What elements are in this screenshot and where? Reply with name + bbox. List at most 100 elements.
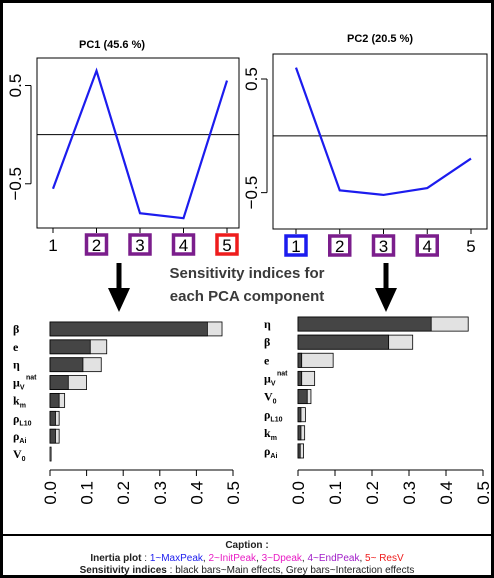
pc2-x-tick-label-2: 2 — [335, 237, 344, 256]
si_left-x-tick-label-1: 0.1 — [78, 481, 97, 505]
caption-item-7: , — [359, 553, 365, 564]
pc2-inertia-plot: PC2 (20.5 %) 0.5 −0.5 1 2 3 4 5 — [242, 33, 488, 257]
si_left-main-bar-1 — [49, 339, 91, 355]
si_right-x-tick-label-0: 0.0 — [289, 481, 308, 505]
caption-item-1: , — [203, 553, 209, 564]
arrow-left — [108, 263, 130, 312]
si_right-x-tick-label-5: 0.5 — [474, 481, 493, 505]
pc1-title: PC1 (45.6 %) — [79, 39, 145, 51]
pc2-tick-box-1 — [284, 234, 308, 257]
si_left-bar-label-4: km — [13, 393, 26, 409]
si_left-bar-label-3: μV — [13, 376, 25, 392]
pc2-y-tick-label-1: −0.5 — [242, 176, 261, 210]
si_right-main-bar-5 — [297, 407, 302, 423]
pc1-inertia-plot: PC1 (45.6 %) 0.5 −0.5 1 2 3 4 5 — [6, 39, 240, 256]
caption-title: Caption : — [225, 540, 268, 551]
pc1-x-tick-label-2: 2 — [92, 236, 101, 255]
si_left-bar-label-5: ρL10 — [13, 411, 32, 427]
caption-inertia-label: Inertia plot — [90, 553, 142, 564]
pc2-plot-frame — [272, 53, 488, 230]
si_left-bar-label-6: ρAi — [13, 429, 26, 445]
si_left-bar-label-0: β — [13, 322, 19, 336]
middle-text-line2: each PCA component — [170, 288, 324, 305]
si_left-total-bar-7 — [49, 446, 52, 462]
pc2-x-tick-label-5: 5 — [466, 237, 475, 256]
si_right-main-bar-7 — [297, 443, 301, 459]
pc2-tick-box-2 — [328, 234, 352, 257]
si_left-main-bar-3 — [49, 375, 69, 390]
si_left-x-tick-label-2: 0.2 — [114, 481, 133, 505]
si_right-bar-sup-3: nat — [277, 370, 288, 377]
pc2-x-tick-label-4: 4 — [423, 237, 432, 256]
caption-item-4: 3~Dpeak — [262, 553, 303, 564]
caption-inertia-sep: : — [141, 553, 149, 564]
si_right-main-bar-1 — [297, 334, 390, 350]
caption: Caption : Inertia plot : 1~MaxPeak, 2~In… — [80, 540, 415, 576]
pc1-tick-box-3 — [128, 233, 152, 256]
si_left-main-bar-2 — [49, 357, 84, 373]
si_right-main-bar-6 — [297, 425, 302, 441]
si_left-main-bar-5 — [49, 410, 56, 426]
si_right-x-tick-label-2: 0.2 — [363, 481, 382, 505]
pc2-x-tick-label-1: 1 — [291, 237, 300, 256]
si_right-x-tick-label-4: 0.4 — [437, 481, 456, 505]
pc1-x-tick-label-3: 3 — [135, 236, 144, 255]
si_left-x-tick-label-5: 0.5 — [224, 481, 243, 505]
si_right-bar-label-0: η — [264, 317, 271, 331]
caption-sensitivity-label: Sensitivity indices — [80, 565, 168, 576]
caption-item-3: , — [256, 553, 262, 564]
pc2-tick-box-3 — [371, 234, 396, 257]
si_right-bar-label-7: ρAi — [264, 444, 277, 460]
pc1-tick-box-4 — [171, 233, 196, 256]
si_left-bar-label-1: e — [13, 340, 19, 354]
si_left-x-tick-label-3: 0.3 — [151, 481, 170, 505]
caption-sensitivity-line: Sensitivity indices : black bars~Main ef… — [80, 565, 415, 576]
middle-text-line1: Sensitivity indices for — [169, 265, 324, 282]
si_right-bar-label-1: β — [264, 335, 270, 349]
si_right-bar-label-5: ρL10 — [264, 408, 283, 424]
caption-item-0: 1~MaxPeak — [150, 553, 204, 564]
si_right-bar-label-2: e — [264, 353, 270, 367]
si_right-x-tick-label-3: 0.3 — [400, 481, 419, 505]
si_left-bar-label-7: V0 — [13, 447, 26, 463]
si_right-main-bar-3 — [297, 370, 303, 386]
pc1-tick-box-5 — [215, 233, 239, 256]
si_right-bar-label-4: V0 — [264, 390, 277, 406]
caption-item-8: 5~ ResV — [365, 553, 404, 564]
si_right-main-bar-0 — [297, 316, 432, 332]
si_right-main-bar-2 — [297, 352, 303, 368]
pc1-tick-box-2 — [84, 233, 109, 256]
pc2-tick-box-4 — [415, 234, 439, 257]
pc2-title: PC2 (20.5 %) — [347, 33, 413, 45]
caption-item-5: , — [302, 553, 308, 564]
si_right-x-tick-label-1: 0.1 — [326, 481, 345, 505]
pc2-series-line — [294, 67, 472, 197]
si_left-bar-label-2: η — [13, 358, 20, 372]
pc1-x-tick-label-5: 5 — [222, 236, 231, 255]
si_left-bar-sup-3: nat — [26, 375, 37, 382]
pc1-x-tick-label-1: 1 — [48, 236, 57, 255]
pc1-x-tick-label-4: 4 — [179, 236, 188, 255]
si_left-main-bar-0 — [49, 321, 208, 337]
caption-item-2: 2~InitPeak — [208, 553, 257, 564]
caption-item-6: 4~EndPeak — [307, 553, 360, 564]
si_left-main-bar-6 — [49, 428, 56, 444]
pc2-y-tick-label-0: 0.5 — [242, 67, 261, 91]
pc1-series-line — [51, 67, 229, 220]
si_right-total-bar-2 — [297, 352, 334, 368]
caption-inertia-line: Inertia plot : 1~MaxPeak, 2~InitPeak, 3~… — [90, 553, 404, 564]
pc1-y-tick-label-0: 0.5 — [6, 74, 25, 98]
si_left-x-tick-label-0: 0.0 — [41, 481, 60, 505]
pc1-y-tick-label-1: −0.5 — [6, 167, 25, 201]
si_right-bar-label-3: μV — [264, 371, 276, 387]
pc1-plot-frame — [36, 57, 240, 229]
si_left-x-tick-label-4: 0.4 — [187, 481, 206, 505]
si_left-main-bar-4 — [49, 393, 60, 408]
arrow-right — [375, 263, 397, 312]
pc2-x-tick-label-3: 3 — [379, 237, 388, 256]
